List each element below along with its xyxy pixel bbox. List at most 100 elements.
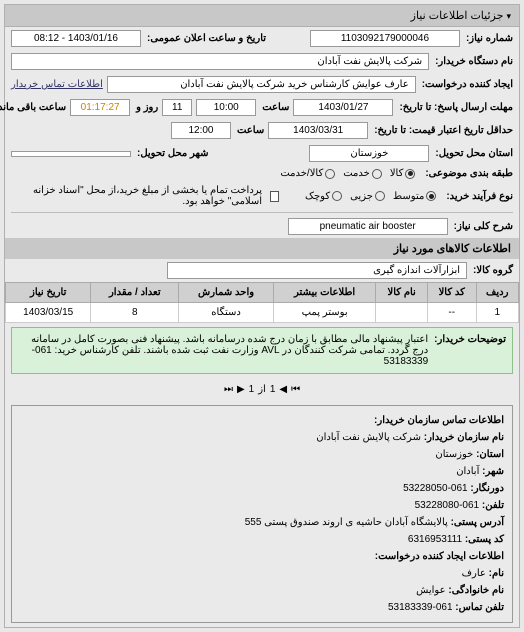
deadline-time: 10:00: [196, 99, 256, 116]
radio-icon: [332, 191, 342, 201]
contact-box: اطلاعات تماس سازمان خریدار: نام سازمان خ…: [11, 405, 513, 623]
th-more: اطلاعات بیشتر: [273, 283, 376, 303]
proc-partial[interactable]: جزیی: [350, 191, 385, 202]
summary-field: pneumatic air booster: [288, 218, 448, 235]
cell-name: [376, 303, 428, 323]
th-name: نام کالا: [376, 283, 428, 303]
validity-date: 1403/03/31: [268, 122, 368, 139]
proc-small[interactable]: کوچک: [305, 191, 342, 202]
c-tel-v: 061-53228080: [415, 500, 480, 511]
org-field: شرکت پالایش نفت آبادان: [11, 53, 429, 70]
th-qty: تعداد / مقدار: [91, 283, 179, 303]
c-ctel-v: 061-53183339: [388, 602, 453, 613]
remain-time: 01:17:27: [70, 99, 130, 116]
validity-time: 12:00: [171, 122, 231, 139]
process-label: نوع فرآیند خرید:: [444, 191, 513, 202]
creator-field: عارف عوایش کارشناس خرید شرکت پالایش نفت …: [107, 76, 416, 93]
c-prov-v: خوزستان: [435, 449, 473, 460]
table-header-row: ردیف کد کالا نام کالا اطلاعات بیشتر واحد…: [6, 283, 519, 303]
desc-text: اعتبار پیشنهاد مالی مطابق با زمان درج شد…: [18, 334, 428, 367]
pkg-both[interactable]: کالا/خدمت: [280, 168, 335, 179]
remain-suffix: ساعت باقی مانده: [0, 102, 66, 113]
c-fax-v: 061-53228050: [403, 483, 468, 494]
panel-title: جزئیات اطلاعات نیاز: [411, 10, 504, 22]
group-label: گروه کالا:: [471, 265, 513, 276]
deadline-label: مهلت ارسال پاسخ: تا تاریخ:: [397, 102, 513, 113]
c-fam-v: عوایش: [416, 585, 445, 596]
c-creator-title: اطلاعات ایجاد کننده درخواست:: [375, 551, 504, 562]
radio-icon: [372, 169, 382, 179]
summary-label: شرح کلی نیاز:: [452, 221, 513, 232]
pager-next-icon[interactable]: ▶: [237, 384, 245, 395]
pager-total: 1: [249, 384, 255, 395]
cell-qty: 8: [91, 303, 179, 323]
pkg-label: طبقه بندی موضوعی:: [423, 168, 513, 179]
c-ctel-l: تلفن تماس:: [455, 602, 504, 613]
th-unit: واحد شمارش: [179, 283, 274, 303]
c-addr-v: پالایشگاه آبادان حاشیه ی اروند صندوق پست…: [245, 517, 448, 528]
req-number-label: شماره نیاز:: [464, 33, 513, 44]
desc-label: توضیحات خریدار:: [434, 334, 506, 367]
collapse-icon[interactable]: ▾: [506, 11, 511, 21]
th-code: کد کالا: [428, 283, 477, 303]
details-panel: ▾ جزئیات اطلاعات نیاز شماره نیاز: 110309…: [4, 4, 520, 628]
th-date: تاریخ نیاز: [6, 283, 91, 303]
c-post-l: کد پستی:: [465, 534, 504, 545]
c-prov-l: استان:: [476, 449, 504, 460]
table-row[interactable]: 1 -- بوستر پمپ دستگاه 8 1403/03/15: [6, 303, 519, 323]
validity-label: حداقل تاریخ اعتبار قیمت: تا تاریخ:: [372, 125, 513, 136]
announce-field: 1403/01/16 - 08:12: [11, 30, 141, 47]
pager-prev-icon[interactable]: ◀: [279, 384, 287, 395]
radio-icon: [375, 191, 385, 201]
c-city-v: آبادان: [456, 466, 479, 477]
cell-index: 1: [476, 303, 518, 323]
req-number-field: 1103092179000046: [310, 30, 460, 47]
th-index: ردیف: [476, 283, 518, 303]
pager-page: 1: [270, 384, 276, 395]
cell-more: بوستر پمپ: [273, 303, 376, 323]
city-field: [11, 151, 131, 157]
province-field: خوزستان: [309, 145, 429, 162]
c-org-v: شرکت پالایش نفت آبادان: [316, 432, 421, 443]
proc-mid[interactable]: متوسط: [393, 191, 436, 202]
c-post-v: 6316953111: [408, 534, 462, 545]
pager: ⏮ ◀ 1 از 1 ▶ ⏭: [5, 378, 519, 401]
deadline-time-label: ساعت: [260, 102, 289, 113]
radio-icon: [405, 169, 415, 179]
deadline-date: 1403/01/27: [293, 99, 393, 116]
validity-time-label: ساعت: [235, 125, 264, 136]
c-fam-l: نام خانوادگی:: [448, 585, 504, 596]
city-label: شهر محل تحویل:: [135, 148, 209, 159]
treasury-checkbox[interactable]: [270, 191, 279, 202]
cell-date: 1403/03/15: [6, 303, 91, 323]
pkg-service[interactable]: خدمت: [343, 168, 382, 179]
c-tel-l: تلفن:: [482, 500, 504, 511]
remain-days-label: روز و: [134, 102, 158, 113]
c-addr-l: آدرس پستی:: [451, 517, 504, 528]
c-name-l: نام:: [489, 568, 504, 579]
process-note: پرداخت تمام یا بخشی از مبلغ خرید،از محل …: [11, 185, 262, 207]
pager-first-icon[interactable]: ⏮: [291, 384, 300, 395]
cell-unit: دستگاه: [179, 303, 274, 323]
group-field: ابزارآلات اندازه گیری: [167, 262, 467, 279]
contact-title: اطلاعات تماس سازمان خریدار:: [374, 415, 504, 426]
org-label: نام دستگاه خریدار:: [433, 56, 513, 67]
cell-code: --: [428, 303, 477, 323]
radio-icon: [426, 191, 436, 201]
creator-label: ایجاد کننده درخواست:: [420, 79, 513, 90]
radio-icon: [325, 169, 335, 179]
pkg-goods[interactable]: کالا: [390, 168, 416, 179]
pager-of: از: [258, 384, 266, 395]
panel-header: ▾ جزئیات اطلاعات نیاز: [5, 5, 519, 27]
c-name-v: عارف: [462, 568, 486, 579]
contact-link[interactable]: اطلاعات تماس خریدار: [11, 79, 103, 90]
divider: [11, 212, 513, 213]
c-org-l: نام سازمان خریدار:: [424, 432, 504, 443]
c-city-l: شهر:: [482, 466, 504, 477]
remain-days: 11: [162, 99, 192, 116]
items-section-title: اطلاعات کالاهای مورد نیاز: [5, 238, 519, 259]
c-fax-l: دورنگار:: [470, 483, 504, 494]
announce-label: تاریخ و ساعت اعلان عمومی:: [145, 33, 266, 44]
items-table: ردیف کد کالا نام کالا اطلاعات بیشتر واحد…: [5, 282, 519, 323]
pager-last-icon[interactable]: ⏭: [224, 384, 233, 395]
